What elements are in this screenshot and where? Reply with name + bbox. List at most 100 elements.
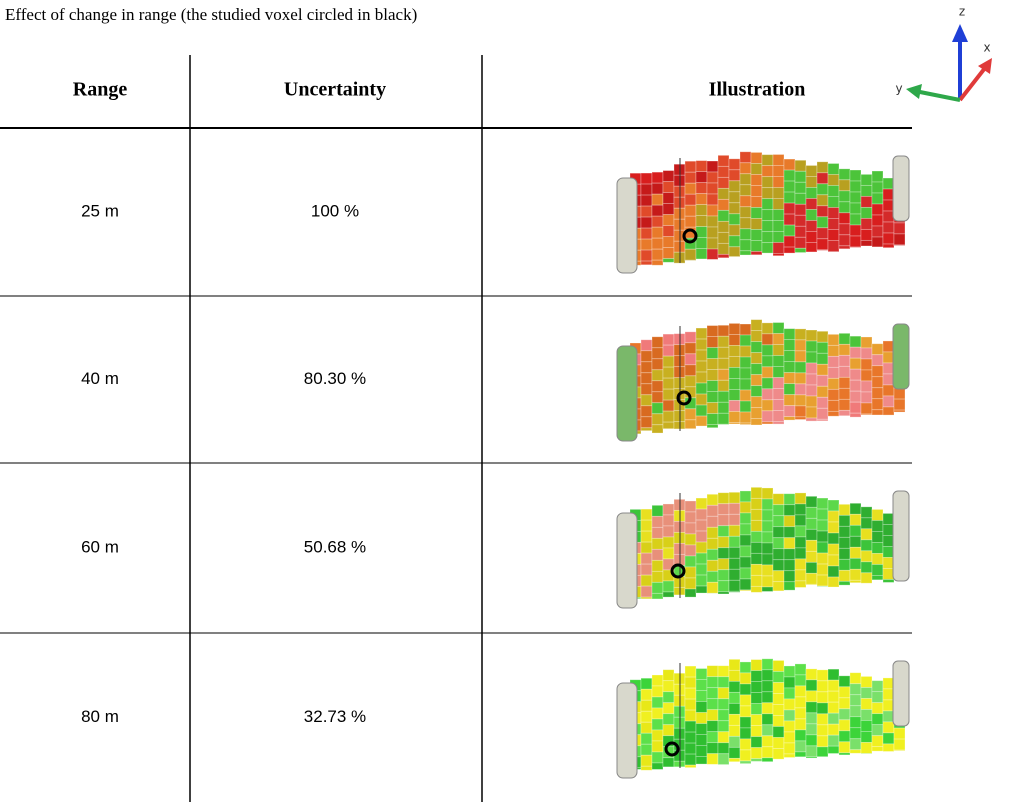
voxel — [684, 566, 697, 579]
voxel — [695, 371, 708, 384]
voxel — [827, 366, 840, 379]
voxel — [739, 760, 752, 765]
voxel — [783, 504, 796, 517]
voxel — [816, 574, 829, 587]
voxel — [816, 407, 829, 420]
voxel — [662, 536, 675, 549]
voxel — [706, 215, 719, 228]
voxel — [794, 383, 807, 396]
voxel — [805, 550, 818, 563]
voxel — [640, 596, 653, 600]
voxel — [750, 374, 763, 387]
voxel — [816, 702, 829, 715]
borehole — [892, 660, 910, 727]
voxel — [728, 169, 741, 182]
voxel — [662, 669, 675, 682]
voxel — [761, 220, 774, 233]
voxel — [684, 511, 697, 524]
voxel — [640, 172, 653, 185]
voxel — [684, 500, 697, 513]
voxel — [860, 347, 873, 360]
voxel — [717, 379, 730, 392]
voxel — [739, 672, 752, 685]
studied-voxel — [676, 390, 692, 406]
voxel — [838, 223, 851, 236]
voxel — [871, 192, 884, 205]
range-cell: 25 m — [81, 201, 119, 220]
voxel — [882, 710, 895, 723]
voxel — [805, 340, 818, 353]
voxel — [783, 394, 796, 407]
z-arrow-head — [952, 24, 968, 42]
voxel — [739, 534, 752, 547]
voxel — [827, 745, 840, 754]
voxel — [871, 365, 884, 378]
voxel — [871, 225, 884, 238]
voxel — [728, 702, 741, 715]
voxel — [772, 220, 785, 232]
voxel — [728, 724, 741, 737]
voxel — [827, 377, 840, 390]
voxel — [772, 253, 785, 257]
voxel — [761, 658, 774, 671]
voxel — [794, 350, 807, 363]
voxel — [761, 757, 774, 763]
voxel — [739, 356, 752, 369]
voxel — [871, 713, 884, 726]
voxel — [640, 710, 653, 723]
voxel — [772, 421, 785, 425]
range-cell: 80 m — [81, 707, 119, 726]
voxel — [739, 173, 752, 186]
voxel — [728, 323, 741, 335]
voxel — [805, 583, 818, 586]
voxel — [717, 357, 730, 370]
voxel — [684, 182, 697, 195]
voxel — [860, 709, 873, 721]
voxel — [849, 202, 862, 215]
voxel — [750, 196, 763, 208]
voxel — [695, 182, 708, 195]
voxel — [827, 229, 840, 241]
voxel — [838, 234, 851, 247]
voxel — [761, 198, 774, 211]
voxel — [882, 568, 895, 580]
voxel — [871, 542, 884, 554]
voxel — [750, 736, 763, 748]
voxel — [706, 248, 719, 260]
voxel — [717, 558, 730, 571]
voxel — [860, 561, 873, 574]
voxel — [794, 361, 807, 374]
voxel — [772, 231, 785, 243]
voxel — [794, 663, 807, 676]
voxel — [728, 746, 741, 759]
voxel — [871, 181, 884, 194]
voxel — [794, 203, 807, 216]
voxel — [717, 580, 730, 593]
voxel — [849, 412, 862, 418]
voxel — [651, 592, 664, 600]
voxel — [651, 237, 664, 250]
voxel — [783, 202, 796, 215]
voxel — [717, 536, 730, 549]
voxel — [882, 406, 895, 416]
voxel — [783, 526, 796, 539]
voxel — [882, 395, 895, 408]
caption: Effect of change in range (the studied v… — [5, 5, 417, 24]
voxel — [772, 526, 785, 539]
axis-icon: z x y — [895, 5, 992, 102]
x-label: x — [983, 41, 990, 55]
voxel — [893, 398, 906, 411]
voxel — [772, 154, 785, 166]
voxel — [860, 742, 873, 754]
voxel — [772, 581, 785, 592]
voxel — [750, 692, 763, 704]
voxel — [684, 215, 697, 228]
voxel — [838, 558, 851, 571]
voxel — [717, 503, 730, 516]
voxel — [827, 399, 840, 412]
voxel — [860, 173, 873, 186]
voxel — [882, 221, 895, 234]
voxel — [860, 506, 873, 519]
voxel — [783, 405, 796, 418]
voxel — [717, 231, 730, 244]
